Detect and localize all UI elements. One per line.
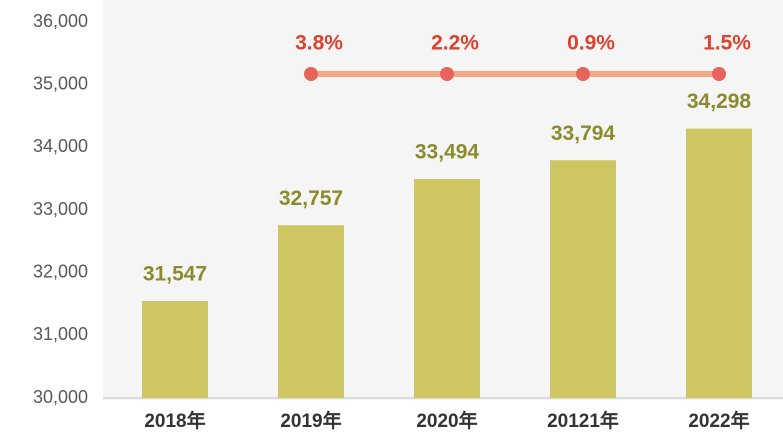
growth-marker bbox=[440, 67, 454, 81]
growth-label: 1.5% bbox=[703, 32, 751, 55]
y-tick-label: 36,000 bbox=[33, 11, 88, 31]
bar bbox=[414, 179, 480, 398]
y-tick-label: 32,000 bbox=[33, 261, 88, 281]
value-label: 34,298 bbox=[687, 90, 752, 113]
growth-marker bbox=[712, 67, 726, 81]
value-label: 31,547 bbox=[143, 263, 207, 286]
x-tick-label: 20121年 bbox=[547, 409, 619, 432]
y-tick-label: 35,000 bbox=[33, 73, 88, 93]
growth-label: 3.8% bbox=[295, 32, 343, 55]
bar bbox=[142, 301, 208, 398]
y-tick-label: 31,000 bbox=[33, 324, 88, 344]
growth-marker bbox=[576, 67, 590, 81]
x-tick-label: 2018年 bbox=[144, 409, 205, 432]
value-label: 33,494 bbox=[415, 141, 480, 164]
x-tick-label: 2019年 bbox=[280, 409, 341, 432]
bar bbox=[686, 128, 752, 398]
value-label: 33,794 bbox=[551, 122, 616, 145]
growth-label: 0.9% bbox=[567, 32, 615, 55]
y-tick-label: 30,000 bbox=[33, 387, 88, 407]
y-tick-label: 33,000 bbox=[33, 199, 88, 219]
x-tick-label: 2022年 bbox=[688, 409, 749, 432]
y-tick-label: 34,000 bbox=[33, 136, 88, 156]
value-label: 32,757 bbox=[279, 187, 343, 210]
bar bbox=[278, 225, 344, 398]
bar bbox=[550, 160, 616, 398]
growth-label: 2.2% bbox=[431, 32, 479, 55]
growth-marker bbox=[304, 67, 318, 81]
x-tick-label: 2020年 bbox=[416, 409, 477, 432]
